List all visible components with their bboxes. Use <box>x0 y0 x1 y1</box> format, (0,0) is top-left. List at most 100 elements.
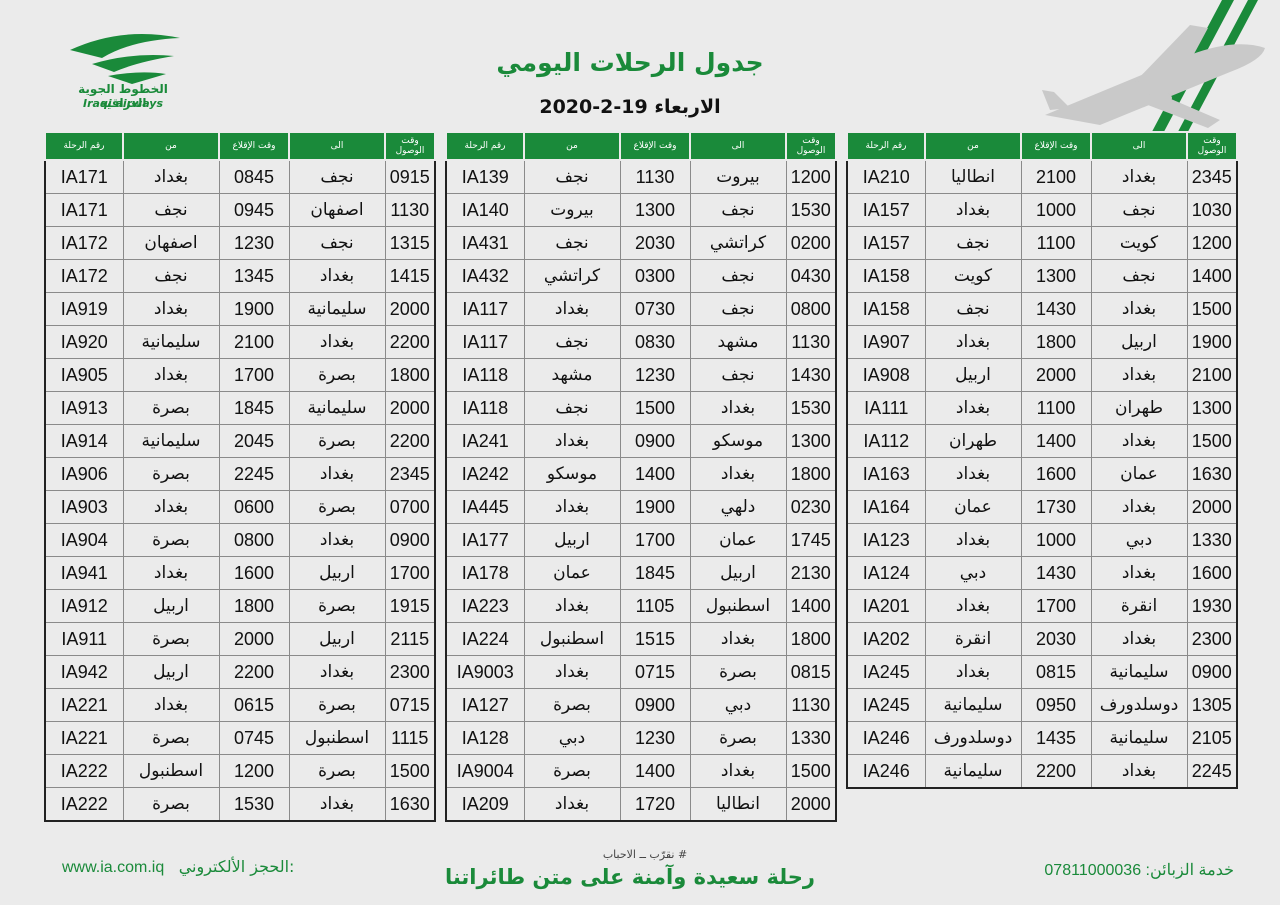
origin: اسطنبول <box>523 622 621 656</box>
arrival-time: 1500 <box>1186 424 1238 458</box>
destination: سليمانية <box>288 292 386 326</box>
destination: نجف <box>689 193 787 227</box>
flight-number: IA908 <box>846 358 926 392</box>
flight-row: IA202 انقرة 2030 بغداد 2300 <box>846 622 1238 656</box>
flight-number: IA118 <box>445 391 525 425</box>
departure-time: 2045 <box>218 424 290 458</box>
flight-row: IA221 بصرة 0745 اسطنبول 1115 <box>44 721 436 755</box>
departure-time: 1300 <box>619 193 691 227</box>
origin: نجف <box>122 259 220 293</box>
flight-row: IA117 نجف 0830 مشهد 1130 <box>445 325 837 359</box>
destination: بصرة <box>288 754 386 788</box>
destination: موسكو <box>689 424 787 458</box>
flight-number: IA139 <box>445 159 525 194</box>
departure-time: 0730 <box>619 292 691 326</box>
flight-number: IA127 <box>445 688 525 722</box>
origin: اربيل <box>523 523 621 557</box>
origin: طهران <box>924 424 1022 458</box>
destination: نجف <box>288 226 386 260</box>
arrival-time: 0900 <box>1186 655 1238 689</box>
arrival-time: 2105 <box>1186 721 1238 755</box>
flight-row: IA906 بصرة 2245 بغداد 2345 <box>44 457 436 491</box>
flight-row: IA919 بغداد 1900 سليمانية 2000 <box>44 292 436 326</box>
destination: بيروت <box>689 159 787 194</box>
flight-row: IA171 بغداد 0845 نجف 0915 <box>44 159 436 194</box>
departure-time: 1900 <box>619 490 691 524</box>
flight-row: IA908 اربيل 2000 بغداد 2100 <box>846 358 1238 392</box>
destination: دبي <box>1090 523 1188 557</box>
flight-number: IA111 <box>846 391 926 425</box>
destination: بصرة <box>288 424 386 458</box>
column-header: رقم الرحلة <box>846 131 926 161</box>
flight-number: IA163 <box>846 457 926 491</box>
flight-number: IA202 <box>846 622 926 656</box>
arrival-time: 0715 <box>384 688 436 722</box>
flight-number: IA445 <box>445 490 525 524</box>
flight-row: IA432 كراتشي 0300 نجف 0430 <box>445 259 837 293</box>
origin: بيروت <box>523 193 621 227</box>
arrival-time: 0900 <box>384 523 436 557</box>
origin: بغداد <box>924 589 1022 623</box>
flight-row: IA172 نجف 1345 بغداد 1415 <box>44 259 436 293</box>
departure-time: 2200 <box>1020 754 1092 789</box>
arrival-time: 0230 <box>785 490 837 524</box>
destination: بغداد <box>1090 358 1188 392</box>
departure-time: 2000 <box>1020 358 1092 392</box>
iraqi-airways-logo <box>70 34 180 84</box>
destination: سليمانية <box>1090 721 1188 755</box>
flight-number: IA920 <box>44 325 124 359</box>
flight-row: IA164 عمان 1730 بغداد 2000 <box>846 490 1238 524</box>
origin: نجف <box>924 292 1022 326</box>
origin: بصرة <box>122 622 220 656</box>
destination: اسطنبول <box>689 589 787 623</box>
departure-time: 2200 <box>218 655 290 689</box>
destination: اصفهان <box>288 193 386 227</box>
departure-time: 1230 <box>619 358 691 392</box>
flight-row: IA172 اصفهان 1230 نجف 1315 <box>44 226 436 260</box>
departure-time: 1230 <box>619 721 691 755</box>
booking-label: الحجز الألكتروني: <box>178 857 295 876</box>
origin: بصرة <box>122 457 220 491</box>
departure-time: 1900 <box>218 292 290 326</box>
origin: بصرة <box>122 721 220 755</box>
destination: انقرة <box>1090 589 1188 623</box>
departure-time: 1430 <box>1020 556 1092 590</box>
departure-time: 0815 <box>1020 655 1092 689</box>
arrival-time: 1600 <box>1186 556 1238 590</box>
schedule-date: الاربعاء 19-2-2020 <box>539 96 721 118</box>
departure-time: 1105 <box>619 589 691 623</box>
flight-row: IA912 اربيل 1800 بصرة 1915 <box>44 589 436 623</box>
flight-number: IA224 <box>445 622 525 656</box>
arrival-time: 2100 <box>1186 358 1238 392</box>
departure-time: 0745 <box>218 721 290 755</box>
origin: بغداد <box>924 523 1022 557</box>
arrival-time: 1300 <box>1186 391 1238 425</box>
arrival-time: 1200 <box>1186 226 1238 260</box>
flight-number: IA171 <box>44 193 124 227</box>
origin: نجف <box>523 325 621 359</box>
arrival-time: 1500 <box>1186 292 1238 326</box>
flight-row: IA246 دوسلدورف 1435 سليمانية 2105 <box>846 721 1238 755</box>
flight-number: IA140 <box>445 193 525 227</box>
flight-row: IA242 موسكو 1400 بغداد 1800 <box>445 457 837 491</box>
origin: نجف <box>924 226 1022 260</box>
destination: بصرة <box>689 655 787 689</box>
destination: بغداد <box>1090 159 1188 194</box>
arrival-time: 0800 <box>785 292 837 326</box>
destination: دوسلدورف <box>1090 688 1188 722</box>
origin: بغداد <box>924 457 1022 491</box>
departure-time: 1845 <box>619 556 691 590</box>
column-header: وقت الإقلاع <box>619 131 691 161</box>
website-link[interactable]: www.ia.com.iq <box>62 859 165 876</box>
flight-row: IA223 بغداد 1105 اسطنبول 1400 <box>445 589 837 623</box>
flight-row: IA221 بغداد 0615 بصرة 0715 <box>44 688 436 722</box>
flight-row: IA911 بصرة 2000 اربيل 2115 <box>44 622 436 656</box>
flight-row: IA9004 بصرة 1400 بغداد 1500 <box>445 754 837 788</box>
arrival-time: 2000 <box>785 787 837 822</box>
flight-row: IA177 اربيل 1700 عمان 1745 <box>445 523 837 557</box>
origin: بغداد <box>523 292 621 326</box>
destination: بغداد <box>288 787 386 822</box>
origin: نجف <box>523 391 621 425</box>
flight-row: IA914 سليمانية 2045 بصرة 2200 <box>44 424 436 458</box>
destination: نجف <box>689 292 787 326</box>
